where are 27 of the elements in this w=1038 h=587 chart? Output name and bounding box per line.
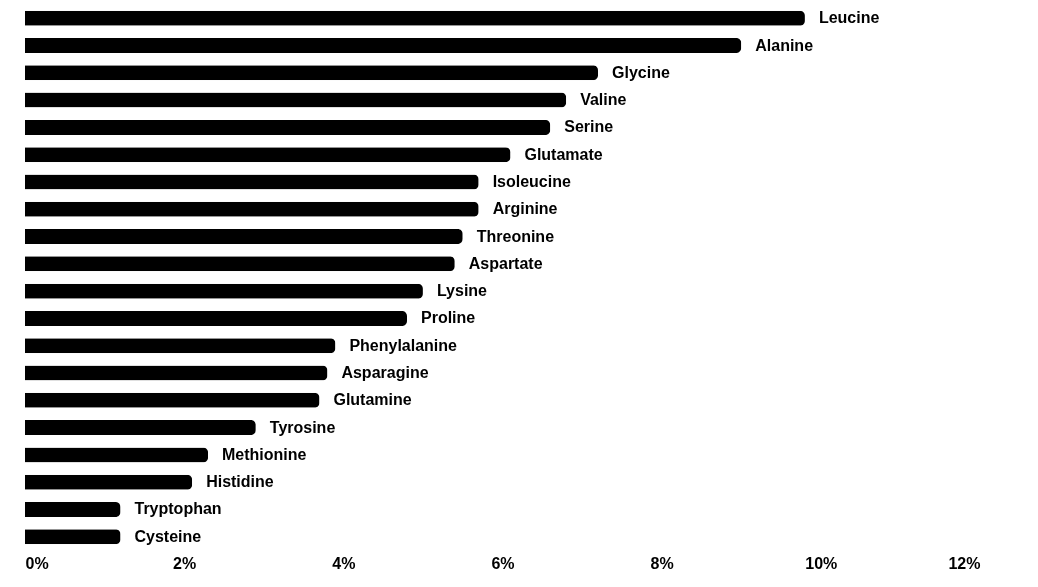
x-tick-label: 10%: [805, 554, 838, 572]
x-tick-label: 0%: [25, 554, 49, 572]
y-tick-label: Alanine: [755, 36, 814, 54]
y-tick-label: Proline: [421, 309, 476, 327]
y-tick-label: Histidine: [206, 473, 274, 491]
x-tick-label: 2%: [173, 554, 197, 572]
y-tick-label: Tryptophan: [134, 500, 222, 518]
x-tick-label: 6%: [491, 554, 515, 572]
y-tick-label: Threonine: [476, 227, 555, 245]
y-tick-label: Serine: [564, 118, 614, 136]
x-tick-label: 4%: [332, 554, 356, 572]
y-tick-label: Leucine: [818, 9, 880, 27]
y-tick-label: Asparagine: [341, 364, 429, 382]
y-tick-label: Glutamate: [524, 145, 603, 163]
x-tick-label: 8%: [650, 554, 674, 572]
y-tick-label: Glycine: [612, 63, 670, 81]
y-tick-label: Lysine: [436, 282, 488, 300]
y-tick-label: Tyrosine: [269, 418, 336, 436]
y-tick-label: Methionine: [222, 445, 307, 463]
y-tick-label: Arginine: [492, 200, 558, 218]
y-tick-label: Aspartate: [468, 254, 543, 272]
y-tick-label: Phenylalanine: [349, 336, 458, 354]
y-tick-label: Valine: [580, 91, 627, 109]
y-tick-label: Glutamine: [333, 391, 412, 409]
y-tick-label: Isoleucine: [492, 172, 571, 190]
y-tick-label: Cysteine: [134, 527, 202, 545]
x-tick-label: 12%: [948, 554, 981, 572]
